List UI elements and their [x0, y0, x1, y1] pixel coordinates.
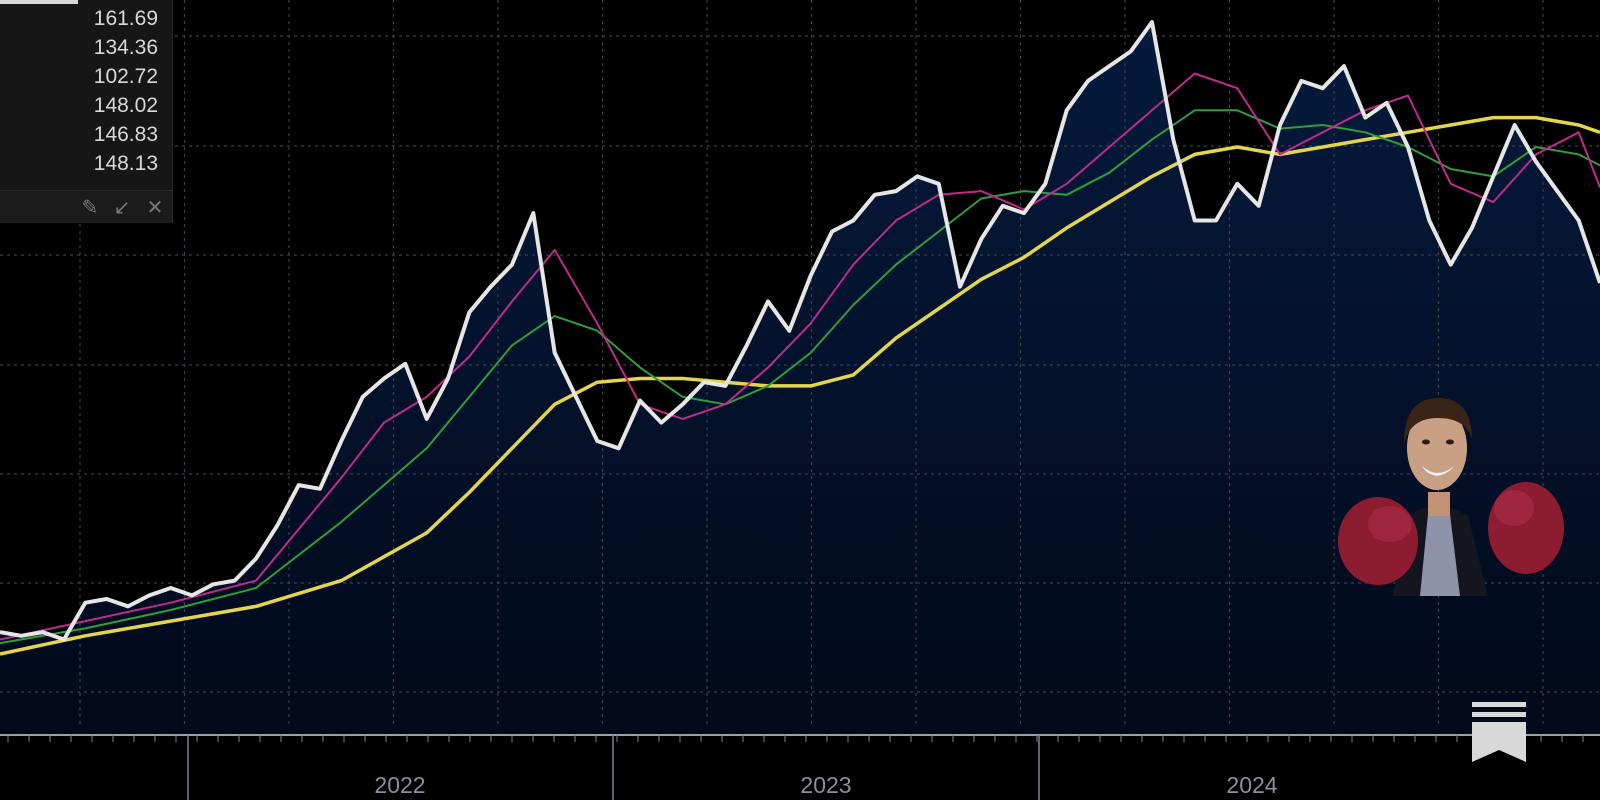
legend-panel: 161.69 134.36 102.72 148.02 146.83 148.1… — [0, 0, 173, 223]
legend-values: 161.69 134.36 102.72 148.02 146.83 148.1… — [94, 4, 158, 178]
series-line-ma_short — [0, 72, 1600, 641]
x-tick-label: 2024 — [1226, 772, 1277, 798]
legend-value: 161.69 — [93, 7, 158, 30]
horizontal-grid — [0, 35, 1600, 693]
legend-value: 148.13 — [93, 152, 158, 175]
plot-area — [0, 22, 1600, 736]
avatar-boxer — [1338, 398, 1564, 596]
collapse-icon[interactable]: ↙ — [113, 195, 131, 219]
series-lines — [0, 20, 1600, 656]
neck — [1428, 492, 1450, 516]
legend-header-bar — [0, 0, 78, 4]
glove-highlight — [1368, 506, 1412, 542]
face — [1407, 406, 1467, 490]
hair — [1404, 398, 1472, 444]
eye — [1446, 439, 1454, 445]
legend-value: 148.02 — [93, 94, 158, 117]
price-area — [0, 22, 1600, 736]
legend-value: 146.83 — [93, 123, 158, 146]
shirt — [1420, 514, 1460, 596]
x-tick-label: 2023 — [800, 772, 851, 798]
legend-value: 134.36 — [93, 36, 158, 59]
series-line-price — [0, 20, 1600, 642]
glove-highlight — [1494, 490, 1534, 526]
bookmark-bar — [1472, 702, 1526, 707]
bookmark-icon[interactable] — [1470, 700, 1528, 764]
bookmark-shape — [1472, 722, 1526, 762]
vertical-grid — [79, 0, 1544, 725]
legend-toolbar: ✎ ↙ ✕ — [0, 190, 172, 223]
series-line-ma_mid — [0, 109, 1600, 645]
eye — [1422, 439, 1430, 445]
x-tick-label: 2022 — [374, 772, 425, 798]
series-line-ma_long — [0, 115, 1600, 656]
bookmark-bar — [1472, 712, 1526, 717]
pin-icon[interactable]: ✎ — [81, 195, 99, 219]
x-axis: 2022 2023 2024 — [0, 734, 1600, 800]
smile — [1422, 466, 1454, 476]
legend-value: 102.72 — [93, 65, 158, 88]
close-icon[interactable]: ✕ — [146, 195, 164, 219]
